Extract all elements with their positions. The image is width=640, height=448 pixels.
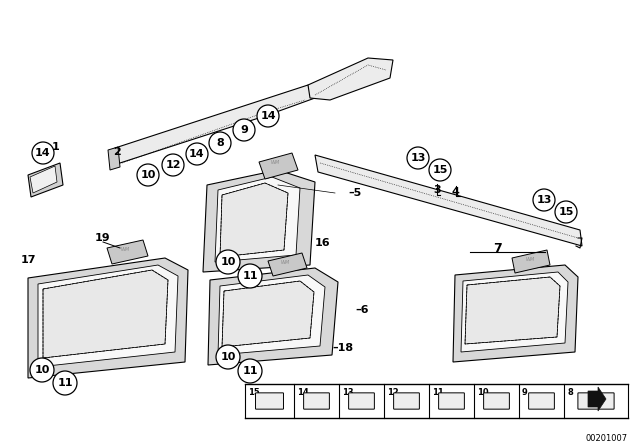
Polygon shape [308, 58, 393, 100]
Text: 9: 9 [240, 125, 248, 135]
Polygon shape [218, 275, 325, 355]
Text: 8: 8 [567, 388, 573, 397]
Text: 15: 15 [432, 165, 448, 175]
FancyBboxPatch shape [529, 393, 554, 409]
FancyBboxPatch shape [349, 393, 374, 409]
FancyBboxPatch shape [255, 393, 284, 409]
Text: 7: 7 [493, 241, 501, 254]
Text: –6: –6 [355, 305, 369, 315]
Text: –18: –18 [332, 343, 353, 353]
FancyBboxPatch shape [484, 393, 509, 409]
Polygon shape [38, 265, 178, 367]
Ellipse shape [209, 132, 231, 154]
Text: 8: 8 [216, 138, 224, 148]
Text: 11: 11 [432, 388, 444, 397]
Polygon shape [512, 250, 550, 273]
Polygon shape [30, 166, 57, 193]
Text: 00201007: 00201007 [586, 434, 628, 443]
Ellipse shape [407, 147, 429, 169]
Polygon shape [268, 253, 307, 276]
FancyBboxPatch shape [394, 393, 419, 409]
Polygon shape [108, 147, 120, 170]
Ellipse shape [257, 105, 279, 127]
Text: 10: 10 [220, 257, 236, 267]
FancyBboxPatch shape [303, 393, 330, 409]
Polygon shape [28, 163, 63, 197]
Text: 2: 2 [113, 147, 121, 157]
Polygon shape [259, 153, 298, 179]
Text: 13: 13 [342, 388, 354, 397]
Polygon shape [28, 258, 188, 378]
Text: 10: 10 [35, 365, 50, 375]
Ellipse shape [53, 371, 77, 395]
Polygon shape [222, 281, 314, 347]
Ellipse shape [216, 250, 240, 274]
Ellipse shape [162, 154, 184, 176]
Text: 15: 15 [248, 388, 260, 397]
Text: 19: 19 [95, 233, 111, 243]
Text: 11: 11 [243, 366, 258, 376]
Text: 15: 15 [558, 207, 573, 217]
Text: 10: 10 [477, 388, 488, 397]
Text: 11: 11 [57, 378, 73, 388]
Ellipse shape [186, 143, 208, 165]
Text: 14: 14 [260, 111, 276, 121]
Text: WM: WM [525, 257, 534, 262]
Text: 16: 16 [314, 238, 330, 248]
Text: 12: 12 [387, 388, 399, 397]
FancyBboxPatch shape [578, 393, 614, 409]
Text: 14: 14 [297, 388, 308, 397]
Polygon shape [203, 170, 315, 272]
Text: WM: WM [280, 259, 289, 264]
Polygon shape [465, 277, 560, 344]
Text: 17: 17 [20, 255, 36, 265]
Ellipse shape [533, 189, 555, 211]
Polygon shape [220, 183, 288, 257]
Ellipse shape [429, 159, 451, 181]
Text: 4: 4 [451, 187, 459, 197]
Text: 14: 14 [35, 148, 51, 158]
Text: 3: 3 [433, 185, 441, 195]
Polygon shape [208, 268, 338, 365]
Text: 13: 13 [536, 195, 552, 205]
Polygon shape [588, 387, 606, 411]
FancyBboxPatch shape [438, 393, 465, 409]
Text: –5: –5 [348, 188, 362, 198]
Ellipse shape [238, 264, 262, 288]
Polygon shape [43, 270, 168, 358]
Text: 9: 9 [522, 388, 528, 397]
Polygon shape [215, 177, 300, 262]
Text: 10: 10 [140, 170, 156, 180]
Ellipse shape [238, 359, 262, 383]
Polygon shape [453, 265, 578, 362]
Ellipse shape [137, 164, 159, 186]
Text: WM: WM [271, 159, 280, 164]
Text: WM: WM [120, 246, 129, 251]
Polygon shape [110, 85, 315, 165]
Ellipse shape [233, 119, 255, 141]
Text: 1: 1 [52, 142, 60, 152]
Text: 11: 11 [243, 271, 258, 281]
Ellipse shape [216, 345, 240, 369]
Text: 12: 12 [165, 160, 180, 170]
Text: 13: 13 [410, 153, 426, 163]
Text: 14: 14 [189, 149, 205, 159]
Ellipse shape [555, 201, 577, 223]
Polygon shape [315, 155, 582, 246]
Ellipse shape [30, 358, 54, 382]
Text: 10: 10 [220, 352, 236, 362]
Ellipse shape [32, 142, 54, 164]
Polygon shape [461, 272, 568, 352]
Polygon shape [107, 240, 148, 264]
